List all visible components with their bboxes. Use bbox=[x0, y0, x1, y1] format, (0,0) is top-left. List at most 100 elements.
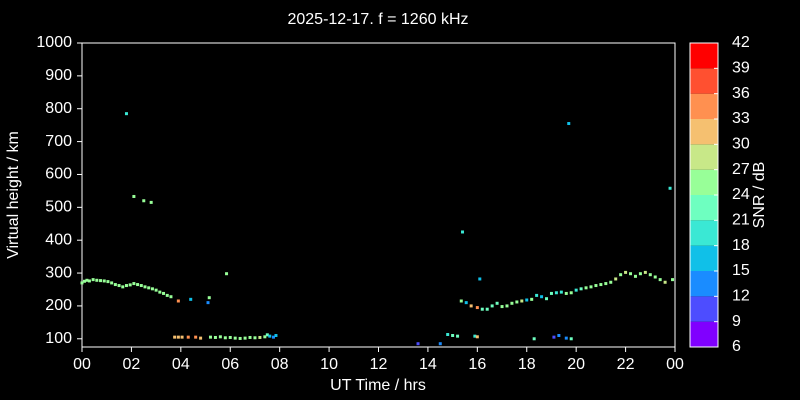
colorbar-tick-label: 27 bbox=[732, 161, 750, 178]
point bbox=[106, 280, 110, 284]
point bbox=[158, 290, 162, 294]
colorbar-tick-label: 42 bbox=[732, 34, 750, 51]
y-tick-label: 800 bbox=[45, 100, 72, 117]
point bbox=[150, 287, 154, 291]
point bbox=[451, 333, 455, 337]
chart-title: 2025-12-17. f = 1260 kHz bbox=[287, 11, 468, 28]
colorbar-tick-label: 9 bbox=[732, 313, 741, 330]
colorbar-segment bbox=[690, 68, 718, 94]
colorbar-label: SNR / dB bbox=[751, 162, 768, 229]
point bbox=[554, 291, 558, 295]
point bbox=[189, 297, 193, 301]
point bbox=[274, 333, 278, 337]
point bbox=[668, 186, 672, 190]
x-tick-label: 18 bbox=[518, 356, 536, 373]
x-tick-label: 00 bbox=[73, 356, 91, 373]
point bbox=[173, 335, 177, 339]
point bbox=[208, 335, 212, 339]
x-tick-label: 02 bbox=[123, 356, 141, 373]
point bbox=[535, 293, 539, 297]
y-tick-label: 1000 bbox=[36, 34, 72, 51]
point bbox=[180, 335, 184, 339]
point bbox=[176, 335, 180, 339]
point bbox=[624, 270, 628, 274]
point bbox=[218, 335, 222, 339]
colorbar-tick-label: 36 bbox=[732, 85, 750, 102]
point bbox=[599, 283, 603, 287]
colorbar-segment bbox=[690, 195, 718, 221]
point bbox=[199, 336, 203, 340]
point bbox=[485, 307, 489, 311]
point bbox=[263, 335, 267, 339]
x-tick-label: 14 bbox=[419, 356, 437, 373]
point bbox=[271, 335, 275, 339]
point bbox=[564, 336, 568, 340]
point bbox=[648, 273, 652, 277]
colorbar-segment bbox=[690, 93, 718, 119]
point bbox=[559, 290, 563, 294]
y-tick-label: 300 bbox=[45, 264, 72, 281]
point bbox=[99, 279, 103, 283]
point bbox=[473, 334, 477, 338]
point bbox=[633, 274, 637, 278]
point bbox=[469, 304, 473, 308]
colorbar-tick-label: 15 bbox=[732, 262, 750, 279]
point bbox=[495, 301, 499, 305]
point bbox=[132, 282, 136, 286]
point bbox=[233, 336, 237, 340]
x-axis-label: UT Time / hrs bbox=[330, 377, 426, 394]
point bbox=[117, 284, 121, 288]
point bbox=[604, 282, 608, 286]
point bbox=[464, 301, 468, 305]
point bbox=[139, 284, 143, 288]
point bbox=[584, 286, 588, 290]
point bbox=[165, 293, 169, 297]
point bbox=[490, 304, 494, 308]
point bbox=[110, 281, 114, 285]
point bbox=[416, 342, 420, 346]
point bbox=[132, 194, 136, 198]
point bbox=[557, 333, 561, 337]
point bbox=[446, 333, 450, 337]
point bbox=[629, 272, 633, 276]
y-tick-label: 200 bbox=[45, 297, 72, 314]
point bbox=[540, 295, 544, 299]
colorbar-segment bbox=[690, 296, 718, 322]
y-tick-label: 600 bbox=[45, 166, 72, 183]
point bbox=[186, 335, 190, 339]
point bbox=[162, 291, 166, 295]
point bbox=[515, 300, 519, 304]
point bbox=[643, 270, 647, 274]
point bbox=[532, 337, 536, 341]
colorbar-segment bbox=[690, 169, 718, 195]
point bbox=[564, 291, 568, 295]
point bbox=[225, 272, 229, 276]
colorbar-tick-label: 18 bbox=[732, 237, 750, 254]
colorbar-tick-label: 39 bbox=[732, 60, 750, 77]
point bbox=[500, 305, 504, 309]
point bbox=[248, 335, 252, 339]
point bbox=[253, 336, 257, 340]
x-tick-label: 08 bbox=[271, 356, 289, 373]
point bbox=[80, 281, 84, 285]
colorbar-segment bbox=[690, 220, 718, 246]
point bbox=[113, 283, 117, 287]
point bbox=[478, 277, 482, 281]
point bbox=[228, 335, 232, 339]
point bbox=[194, 335, 198, 339]
colorbar-segment bbox=[690, 245, 718, 271]
x-tick-label: 12 bbox=[370, 356, 388, 373]
point bbox=[102, 279, 106, 283]
point bbox=[569, 337, 573, 341]
point bbox=[461, 230, 465, 234]
point bbox=[525, 298, 529, 302]
point bbox=[213, 335, 217, 339]
colorbar-segment bbox=[690, 144, 718, 170]
colorbar-tick-label: 6 bbox=[732, 338, 741, 355]
x-tick-label: 04 bbox=[172, 356, 190, 373]
point bbox=[265, 333, 269, 337]
point bbox=[149, 200, 153, 204]
point bbox=[480, 307, 484, 311]
point bbox=[552, 335, 556, 339]
